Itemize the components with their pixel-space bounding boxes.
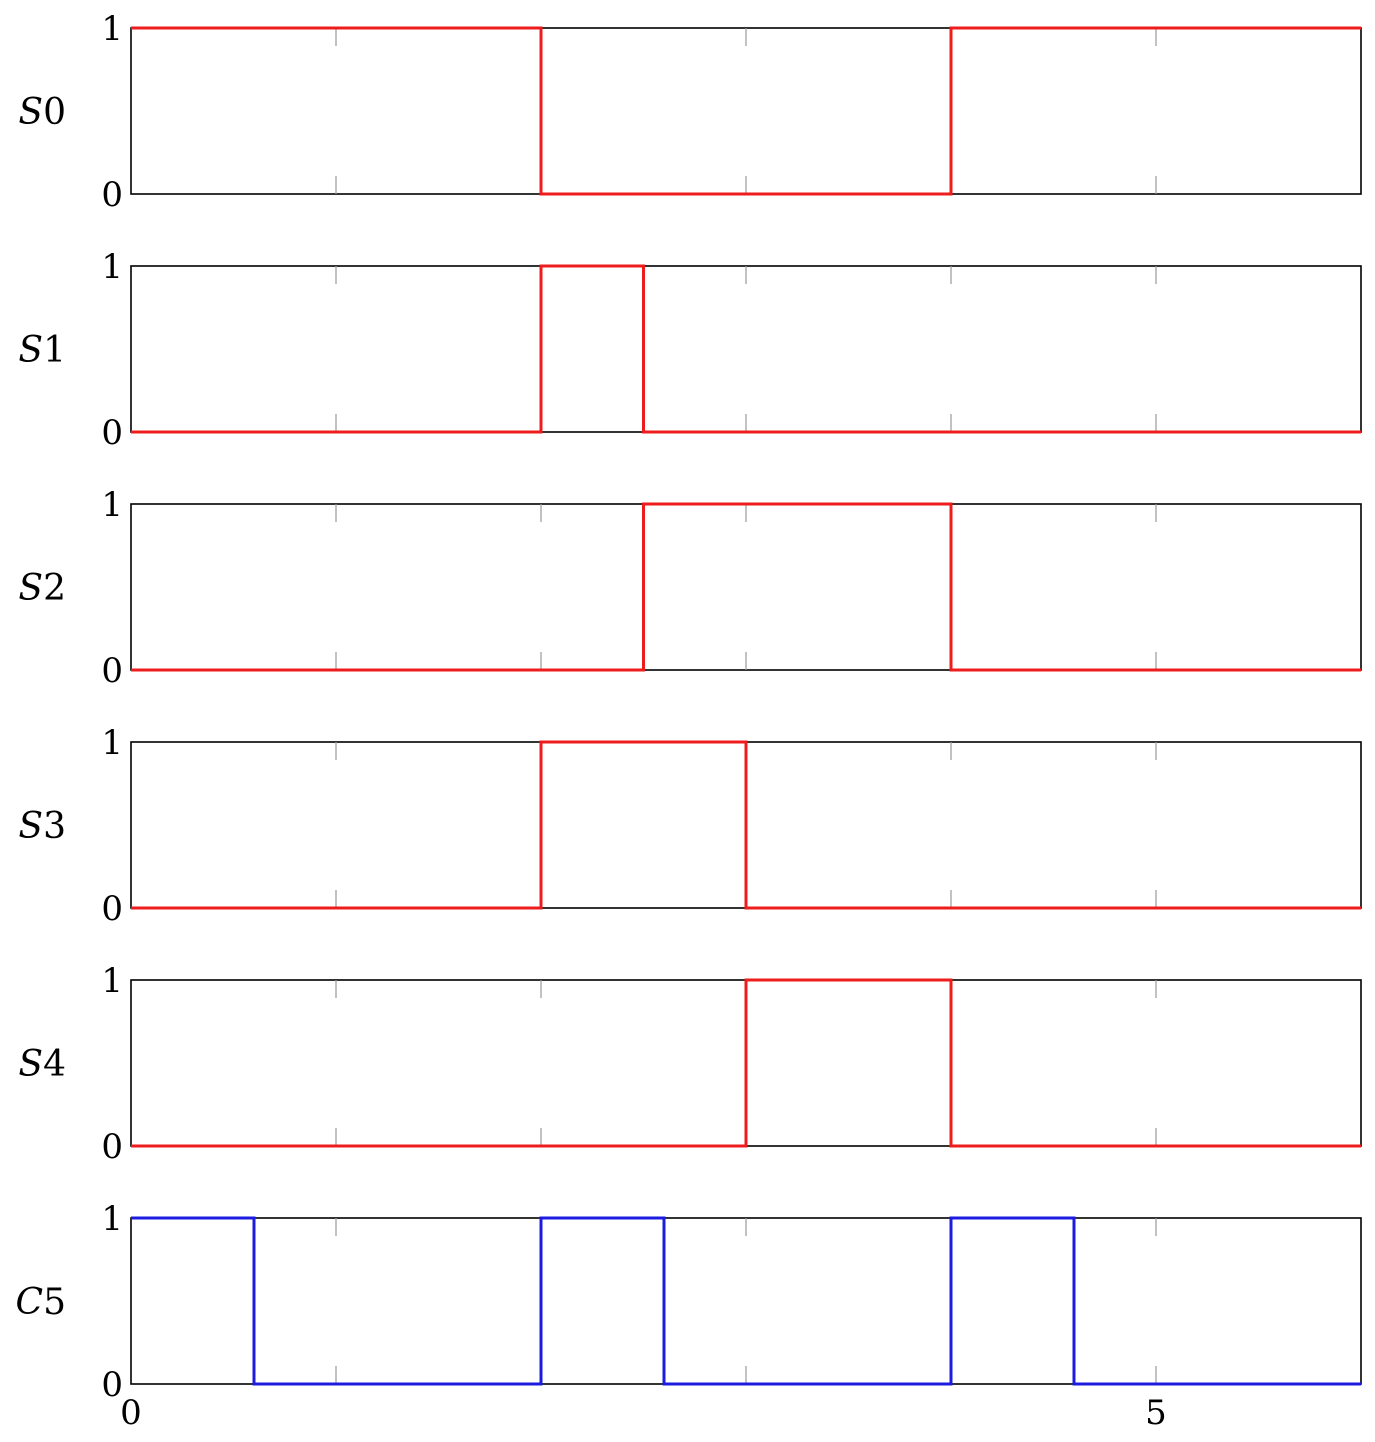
y-tick-label: 0	[101, 413, 123, 453]
chart-panel-4: 1 0 S4	[18, 961, 1362, 1167]
y-axis-label-number: 4	[43, 1044, 66, 1085]
signal-line	[131, 978, 1361, 1148]
y-tick-label: 1	[101, 9, 123, 49]
signal-line	[131, 264, 1361, 434]
y-axis-label: C5	[16, 1282, 66, 1323]
plot-frame	[130, 27, 1362, 195]
y-axis-label-number: 3	[43, 806, 66, 847]
y-axis-label-letter: S	[18, 92, 43, 133]
signal-line	[131, 740, 1361, 910]
plot-frame	[130, 503, 1362, 671]
y-axis-label: S1	[18, 330, 66, 371]
y-tick-label: 0	[101, 175, 123, 215]
y-tick-label: 0	[101, 889, 123, 929]
y-axis-label-letter: C	[16, 1282, 44, 1323]
x-tick-label: 5	[1145, 1393, 1167, 1433]
signal-line	[131, 502, 1361, 672]
y-tick-label: 0	[101, 651, 123, 691]
signal-line	[131, 26, 1361, 196]
y-tick-label: 0	[101, 1365, 123, 1405]
y-tick-label: 1	[101, 723, 123, 763]
y-tick-label: 1	[101, 247, 123, 287]
y-tick-label: 1	[101, 1199, 123, 1239]
chart-panel-2: 1 0 S2	[18, 485, 1362, 691]
y-axis-label-letter: S	[18, 1044, 43, 1085]
y-axis-label-letter: S	[18, 330, 43, 371]
y-axis-label-number: 1	[43, 330, 66, 371]
y-axis-label: S3	[18, 806, 66, 847]
y-axis-label: S0	[18, 92, 66, 133]
x-tick-label: 0	[120, 1393, 142, 1433]
plot-frame	[130, 1217, 1362, 1385]
y-axis-label-number: 5	[43, 1282, 66, 1323]
y-axis-label-letter: S	[18, 806, 43, 847]
signal-line	[131, 1216, 1361, 1386]
y-axis-label-letter: S	[18, 568, 43, 609]
y-axis-label-number: 2	[43, 568, 66, 609]
y-tick-label: 1	[101, 961, 123, 1001]
y-axis-label: S2	[18, 568, 66, 609]
y-axis-label: S4	[18, 1044, 66, 1085]
chart-panel-3: 1 0 S3	[18, 723, 1362, 929]
plot-frame	[130, 265, 1362, 433]
y-tick-label: 0	[101, 1127, 123, 1167]
y-axis-label-number: 0	[43, 92, 66, 133]
y-tick-label: 1	[101, 485, 123, 525]
